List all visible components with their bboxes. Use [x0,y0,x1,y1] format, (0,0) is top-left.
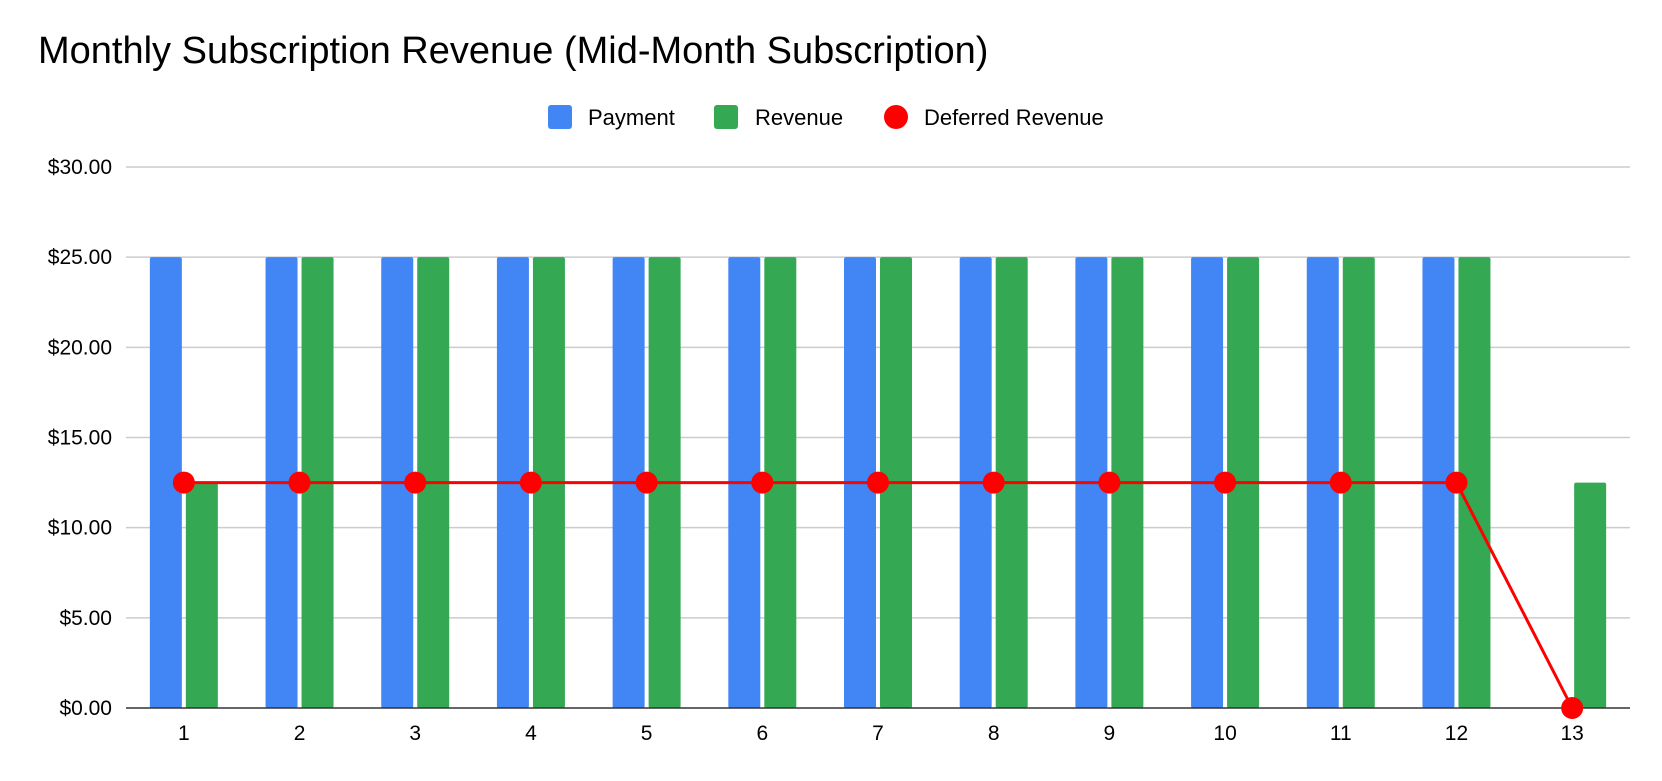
y-axis-ticks: $0.00 $5.00 $10.00 $15.00 $20.00 $25.00 $30.00 [48,156,112,720]
x-tick-label: 8 [988,722,1000,745]
deferred-revenue-point [1445,471,1468,494]
y-tick-label: $30.00 [48,156,112,179]
legend: Payment Revenue Deferred Revenue [548,105,1104,130]
x-tick-label: 6 [756,722,768,745]
revenue-bar [185,482,218,708]
y-tick-label: $15.00 [48,427,112,450]
x-tick-label: 5 [641,722,653,745]
deferred-revenue-point [519,471,542,494]
y-tick-label: $0.00 [59,697,112,720]
legend-swatch-revenue [714,105,738,129]
deferred-revenue-point [1098,471,1121,494]
legend-label-payment: Payment [588,105,675,130]
deferred-revenue-point [982,471,1005,494]
y-tick-label: $20.00 [48,336,112,359]
x-axis-ticks: 1 2 3 4 5 6 7 8 9 10 11 12 13 [178,722,1584,745]
legend-label-deferred-revenue: Deferred Revenue [924,105,1104,130]
x-tick-label: 9 [1104,722,1116,745]
x-tick-label: 1 [178,722,190,745]
deferred-revenue-point [867,471,889,494]
deferred-revenue-point [751,471,774,494]
legend-swatch-payment [548,105,572,129]
deferred-revenue-point [635,471,658,494]
revenue-bar [1574,482,1607,708]
y-tick-label: $5.00 [59,607,112,630]
deferred-revenue-point [1329,471,1352,494]
x-tick-label: 4 [525,722,537,745]
deferred-revenue-point [404,471,427,494]
deferred-revenue-point [1214,471,1237,494]
x-tick-label: 13 [1560,722,1583,745]
legend-label-revenue: Revenue [755,105,843,130]
chart-title: Monthly Subscription Revenue (Mid-Month … [38,30,989,72]
gridlines [126,166,1630,619]
x-tick-label: 11 [1330,722,1352,745]
deferred-revenue-point [172,471,195,494]
payment-bar [149,257,182,708]
deferred-revenue-point [1561,697,1584,719]
x-tick-label: 12 [1445,722,1468,745]
deferred-revenue-point [288,471,311,494]
legend-swatch-deferred-revenue [884,105,908,129]
revenue-bar [1458,257,1491,708]
x-tick-label: 10 [1213,722,1236,745]
x-tick-label: 2 [294,722,306,745]
y-tick-label: $10.00 [48,517,112,540]
x-tick-label: 7 [872,722,884,745]
y-tick-label: $25.00 [48,246,112,269]
x-tick-label: 3 [409,722,421,745]
deferred-revenue-series [172,471,1584,719]
